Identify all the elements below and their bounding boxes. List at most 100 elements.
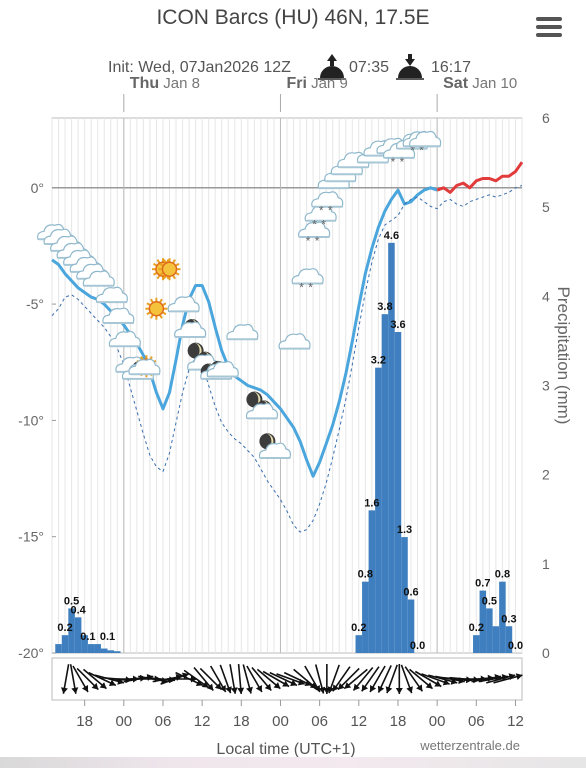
wind-arrow [69, 664, 79, 694]
cloud-shape [409, 130, 442, 147]
cloud-snow-icon: * * [311, 191, 344, 218]
wind-arrow-head [313, 685, 320, 692]
cloud-icon [82, 270, 115, 287]
cloud-shape [311, 191, 344, 208]
cloud-shape [258, 442, 291, 459]
cloud-icon [278, 333, 311, 350]
precip-bar [492, 626, 500, 653]
x-tick-label: 12 [350, 713, 367, 730]
sun-disc [148, 300, 165, 317]
wind-arrow [246, 665, 263, 693]
precip-bar [407, 599, 415, 653]
wind-arrow [183, 669, 210, 689]
cloud-shape [245, 402, 278, 419]
wind-arrow-head [304, 679, 312, 686]
precip-bar [87, 644, 95, 653]
sun-icon [145, 297, 168, 320]
precip-bar [479, 590, 487, 653]
x-tick-label: 06 [468, 713, 485, 730]
precip-value-label: 0.7 [475, 578, 490, 590]
precip-value-label: 0.6 [403, 587, 418, 599]
wind-arrow [332, 666, 351, 692]
wind-arrow [293, 668, 318, 690]
dewpoint-line [51, 185, 523, 533]
cloud-shape [128, 358, 161, 375]
cloud-shape [167, 295, 200, 312]
snowflake-mark: * [419, 143, 424, 157]
precip-value-label: 0.2 [469, 622, 484, 634]
day-name: Thu [130, 75, 159, 92]
wind-arrow [242, 664, 253, 694]
wind-arrow-head [195, 679, 203, 686]
snowflake-mark: * [306, 234, 311, 248]
wind-arrow [209, 665, 227, 693]
wind-arrow-head [282, 680, 290, 687]
wind-arrow-head [406, 686, 413, 694]
snowflake-mark: * [308, 281, 313, 295]
x-tick-label: 18 [233, 713, 250, 730]
wind-arrow-head [255, 685, 262, 692]
x-tick-label: 00 [272, 713, 289, 730]
precip-bar [355, 635, 363, 653]
wind-arrow [409, 668, 434, 690]
cloud-snow-icon: * * [291, 268, 324, 295]
precip-bar [375, 367, 382, 653]
hamburger-menu-icon[interactable] [536, 17, 562, 39]
precip-value-label: 0.2 [57, 622, 72, 634]
y-tick-label-precipitation: 4 [542, 288, 550, 304]
x-tick-label: 12 [507, 713, 524, 730]
wind-arrow [377, 665, 392, 693]
cloud-shape [174, 321, 207, 338]
wind-arrow [343, 668, 368, 690]
wind-arrow-head [515, 673, 523, 681]
snowflake-mark: * [321, 218, 326, 232]
wind-arrow [199, 667, 223, 691]
x-tick-label: 00 [429, 713, 446, 730]
cloud-snow-icon: * * [298, 221, 331, 248]
precip-value-label: 0.0 [508, 640, 523, 652]
sunrise-time: 07:35 [349, 59, 389, 76]
precip-bar [505, 626, 513, 653]
wind-arrow [395, 664, 403, 694]
wind-arrow-head [237, 687, 245, 694]
wind-arrow [276, 673, 305, 686]
precip-bar [401, 537, 408, 653]
y-tick-label-temperature: 0° [31, 180, 44, 196]
wind-arrow-head [425, 682, 433, 689]
wind-arrow [269, 671, 298, 687]
temperature-line [436, 161, 524, 194]
wind-arrow [193, 666, 214, 692]
day-name: Fri [286, 75, 306, 92]
wind-arrow-head [206, 683, 214, 691]
wind-arrow-head [416, 684, 423, 692]
sunset-time: 16:17 [431, 59, 471, 76]
y-tick-label-temperature: -5° [26, 296, 44, 312]
day-date: Jan 9 [307, 75, 348, 92]
cloud-shape [291, 268, 324, 285]
precip-value-label: 0.3 [501, 613, 516, 625]
precip-bar [74, 617, 82, 653]
wind-arrow-head [309, 682, 317, 689]
precip-bar [107, 650, 115, 653]
x-tick-label: 00 [115, 713, 132, 730]
precip-bar [368, 510, 376, 653]
wind-arrow [421, 673, 450, 686]
cloud-shape [206, 361, 239, 378]
snowflake-mark: * [319, 204, 324, 218]
wind-arrow [262, 670, 290, 688]
wind-arrow-head [353, 683, 360, 691]
sun-cloud-icon [128, 355, 161, 378]
cloud-shape [108, 330, 141, 347]
wind-arrow [175, 671, 204, 687]
ad-banner[interactable] [0, 757, 586, 768]
wind-arrow-head [344, 682, 352, 689]
wind-arrow-head [108, 679, 116, 686]
wind-arrow [229, 664, 238, 694]
wind-arrow [385, 664, 398, 694]
precip-bar [68, 608, 75, 653]
snowflake-mark: * [410, 143, 415, 157]
precip-bar [61, 635, 69, 653]
snowflake-mark: * [328, 204, 333, 218]
wind-arrow-head [264, 683, 272, 691]
wind-arrow-head [71, 687, 79, 694]
